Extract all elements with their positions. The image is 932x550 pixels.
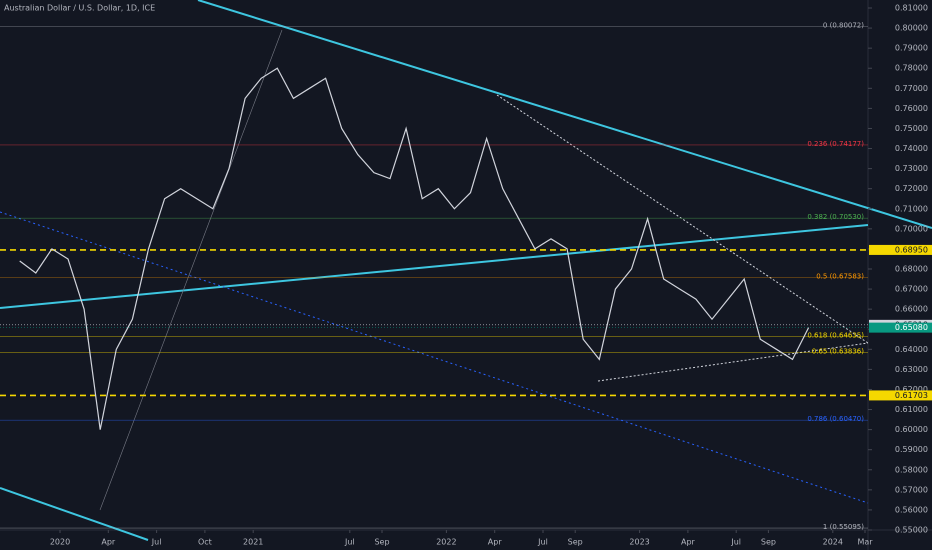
y-tick-label: 0.62000 — [895, 385, 928, 394]
x-tick-label: Jul — [537, 538, 548, 547]
y-tick-label: 0.70000 — [895, 224, 928, 233]
y-tick-label: 0.57000 — [895, 485, 928, 494]
price-marker-label: 0.61703 — [895, 391, 928, 400]
y-tick-label: 0.81000 — [895, 4, 928, 13]
price-marker-label: 0.68950 — [895, 245, 928, 254]
y-tick-label: 0.63000 — [895, 365, 928, 374]
y-tick-label: 0.68000 — [895, 265, 928, 274]
fib-label: 0.382 (0.70530) — [807, 213, 864, 221]
chart-title: Australian Dollar / U.S. Dollar, 1D, ICE — [4, 4, 155, 13]
price-marker — [869, 390, 932, 401]
x-tick-label: 2021 — [243, 538, 263, 547]
fib-label: 0.618 (0.64635) — [807, 332, 864, 340]
fib-label: 1 (0.55095) — [823, 523, 864, 531]
fib-label: 0.236 (0.74177) — [807, 140, 864, 148]
x-tick-label: Mar — [857, 538, 873, 547]
y-tick-label: 0.67000 — [895, 285, 928, 294]
y-tick-label: 0.56000 — [895, 505, 928, 514]
price-marker-label: 0.65080 — [895, 323, 928, 332]
x-tick-label: Sep — [761, 538, 776, 547]
x-tick-label: Jul — [730, 538, 741, 547]
fib-label: 0 (0.80072) — [823, 22, 864, 30]
x-tick-label: Apr — [488, 538, 503, 547]
x-tick-label: Apr — [681, 538, 696, 547]
x-tick-label: Jul — [344, 538, 355, 547]
y-tick-label: 0.80000 — [895, 24, 928, 33]
y-tick-label: 0.75000 — [895, 124, 928, 133]
y-tick-label: 0.55000 — [895, 526, 928, 535]
fib-label: 0.5 (0.67583) — [816, 272, 864, 280]
x-tick-label: Jul — [151, 538, 162, 547]
price-marker — [869, 322, 932, 333]
y-tick-label: 0.77000 — [895, 84, 928, 93]
y-tick-label: 0.60000 — [895, 425, 928, 434]
fib-label: 0.65 (0.63836) — [812, 348, 864, 356]
x-tick-label: Sep — [568, 538, 583, 547]
y-tick-label: 0.79000 — [895, 44, 928, 53]
price-marker — [869, 244, 932, 255]
y-tick-label: 0.78000 — [895, 64, 928, 73]
y-tick-label: 0.64000 — [895, 345, 928, 354]
y-tick-label: 0.74000 — [895, 144, 928, 153]
x-tick-label: 2023 — [629, 538, 649, 547]
x-tick-label: 2022 — [436, 538, 456, 547]
y-tick-label: 0.61000 — [895, 405, 928, 414]
x-tick-label: Apr — [101, 538, 116, 547]
y-tick-label: 0.76000 — [895, 104, 928, 113]
fib-label: 0.786 (0.60470) — [807, 415, 864, 423]
y-tick-label: 0.73000 — [895, 164, 928, 173]
x-tick-label: 2020 — [50, 538, 70, 547]
y-tick-label: 0.66000 — [895, 305, 928, 314]
price-line-series — [19, 67, 810, 430]
x-tick-label: Oct — [198, 538, 212, 547]
x-tick-label: 2024 — [823, 538, 843, 547]
y-tick-label: 0.71000 — [895, 204, 928, 213]
y-tick-label: 0.59000 — [895, 445, 928, 454]
y-tick-label: 0.58000 — [895, 465, 928, 474]
x-tick-label: Sep — [374, 538, 389, 547]
y-tick-label: 0.72000 — [895, 184, 928, 193]
